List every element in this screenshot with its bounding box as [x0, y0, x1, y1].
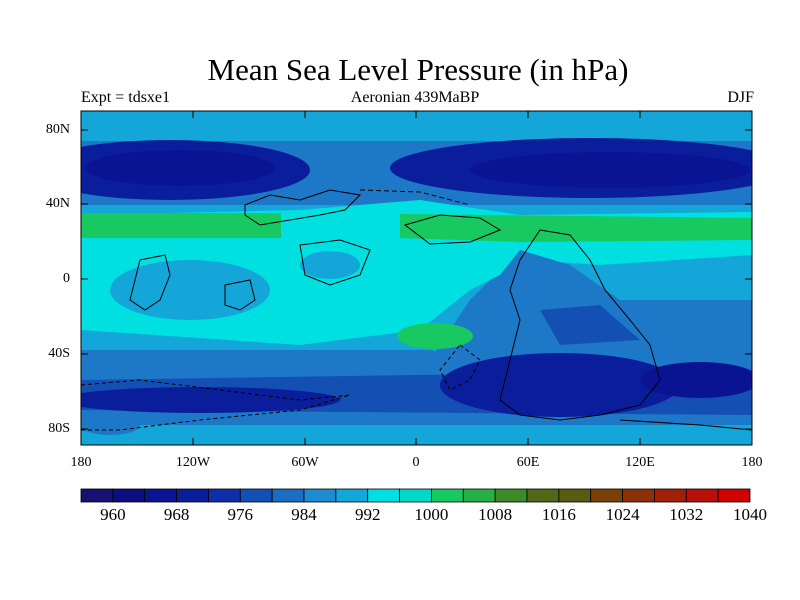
- coastline-north-continent: [244, 189, 362, 226]
- coastline-east-continent: [499, 229, 661, 421]
- high-band-west: [81, 213, 281, 238]
- coastline-central-island: [299, 239, 371, 286]
- north-low-east-core: [470, 152, 750, 188]
- colorbar-swatch: [271, 488, 305, 503]
- coastline-antarctic: [619, 419, 752, 431]
- colorbar-label: 1016: [541, 505, 576, 524]
- north-low-west-core: [85, 150, 275, 186]
- continental-low: [480, 250, 752, 350]
- colorbar-swatch: [208, 488, 241, 503]
- lat-label-40s: 40S: [48, 346, 70, 361]
- south-low-east-core: [640, 362, 752, 398]
- colorbar-label: 1032: [669, 505, 704, 524]
- polar-band-south: [81, 425, 752, 445]
- experiment-label: Expt = tdsxe1: [81, 89, 171, 106]
- colorbar-swatch: [462, 488, 496, 503]
- lon-label-180e: 180: [741, 455, 763, 470]
- continental-low-core: [540, 305, 640, 345]
- colorbar-label: 1000: [414, 505, 449, 524]
- south-low-east: [440, 353, 680, 417]
- equatorial-trough-small: [300, 251, 360, 279]
- colorbar-swatch: [526, 488, 560, 503]
- chart-title: Mean Sea Level Pressure (in hPa): [207, 52, 629, 87]
- lat-label-80s: 80S: [48, 421, 70, 436]
- lon-label-180w: 180: [70, 455, 92, 470]
- lon-label-120e: 120E: [625, 455, 655, 470]
- colorbar-label: 1040: [733, 505, 767, 524]
- colorbar-swatch: [558, 488, 592, 503]
- colorbar-label: 976: [227, 505, 254, 524]
- colorbar-label: 984: [291, 505, 317, 524]
- colorbar-swatch: [431, 488, 464, 503]
- colorbar-label: 1024: [605, 505, 640, 524]
- colorbar-swatch: [80, 488, 114, 503]
- coastline-south-island: [439, 344, 481, 391]
- lat-label-0: 0: [63, 271, 70, 286]
- axis-ticks: [81, 111, 752, 445]
- coastline-west-island: [129, 254, 171, 311]
- lat-label-40n: 40N: [45, 196, 70, 211]
- colorbar-swatch: [399, 488, 432, 503]
- south-polar-feature: [81, 415, 140, 435]
- colorbar-swatch: [176, 488, 209, 503]
- coastline-south-dashed: [81, 379, 351, 431]
- equatorial-trough: [110, 260, 270, 320]
- colorbar-label: 992: [354, 505, 381, 524]
- colorbar-label: 968: [163, 505, 190, 524]
- coastline-island-small: [224, 279, 256, 311]
- colorbar-swatch: [494, 488, 528, 503]
- coastline-north-dashed: [359, 189, 471, 206]
- colorbar-swatch: [717, 488, 751, 503]
- period-label: Aeronian 439MaBP: [350, 89, 480, 106]
- lon-label-60e: 60E: [516, 455, 540, 470]
- colorbar-label: 960: [100, 505, 126, 524]
- lon-label-120w: 120W: [175, 455, 211, 470]
- colorbar-swatch: [303, 488, 337, 503]
- colorbar-swatch: [622, 488, 655, 503]
- colorbar-label: 1008: [478, 505, 513, 524]
- high-band-east: [400, 214, 752, 242]
- colorbar-swatch: [239, 488, 273, 503]
- lat-label-80n: 80N: [45, 122, 70, 137]
- colorbar: [80, 488, 751, 503]
- high-cell-south: [397, 323, 473, 349]
- lon-label-60w: 60W: [291, 455, 319, 470]
- season-label: DJF: [727, 89, 754, 106]
- south-low-west: [81, 387, 340, 413]
- colorbar-swatch: [685, 488, 719, 503]
- colorbar-swatch: [654, 488, 687, 503]
- colorbar-swatch: [112, 488, 146, 503]
- colorbar-swatch: [144, 488, 177, 503]
- coastline-north-east-land: [403, 214, 502, 245]
- coastlines: [81, 189, 752, 431]
- colorbar-swatch: [367, 488, 400, 503]
- pressure-field: [81, 111, 752, 445]
- colorbar-swatch: [335, 488, 369, 503]
- colorbar-swatch: [590, 488, 623, 503]
- lon-label-0: 0: [412, 455, 420, 470]
